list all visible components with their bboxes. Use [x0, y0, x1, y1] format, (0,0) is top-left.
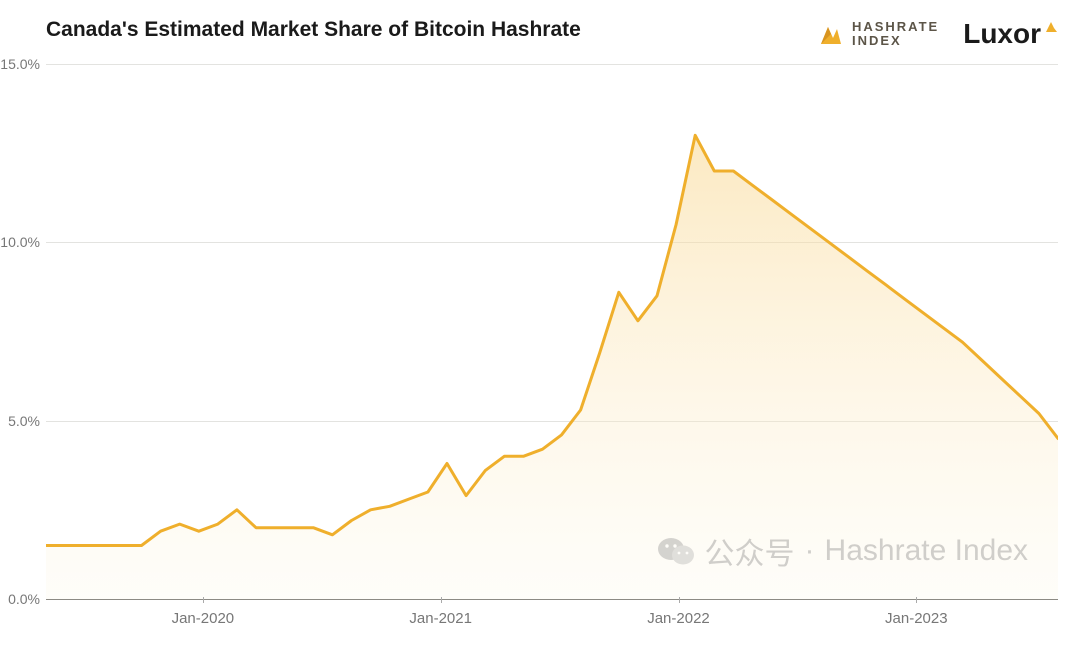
x-tick-label: Jan-2020 — [172, 610, 235, 627]
y-tick-label: 0.0% — [0, 591, 40, 607]
x-tick-mark — [916, 597, 917, 603]
hashrate-index-logo: HASHRATE INDEX — [818, 20, 939, 47]
logos-block: HASHRATE INDEX Luxor — [818, 18, 1058, 50]
hashrate-logo-line2: INDEX — [852, 34, 939, 48]
chart-area: 0.0%5.0%10.0%15.0% Jan-2020Jan-2021Jan-2… — [46, 58, 1058, 633]
luxor-logo-text: Luxor — [963, 18, 1041, 50]
x-tick-label: Jan-2023 — [885, 610, 948, 627]
chart-title: Canada's Estimated Market Share of Bitco… — [46, 18, 581, 42]
luxor-mark-icon — [1045, 20, 1058, 33]
x-tick-mark — [679, 597, 680, 603]
x-tick-label: Jan-2021 — [409, 610, 472, 627]
y-tick-label: 5.0% — [0, 413, 40, 429]
y-tick-label: 15.0% — [0, 56, 40, 72]
y-tick-label: 10.0% — [0, 234, 40, 250]
x-tick-mark — [441, 597, 442, 603]
x-tick-mark — [203, 597, 204, 603]
hashrate-logo-line1: HASHRATE — [852, 20, 939, 34]
area-plot — [46, 58, 1058, 633]
luxor-logo: Luxor — [963, 18, 1058, 50]
hashrate-index-icon — [818, 21, 844, 47]
x-tick-label: Jan-2022 — [647, 610, 710, 627]
